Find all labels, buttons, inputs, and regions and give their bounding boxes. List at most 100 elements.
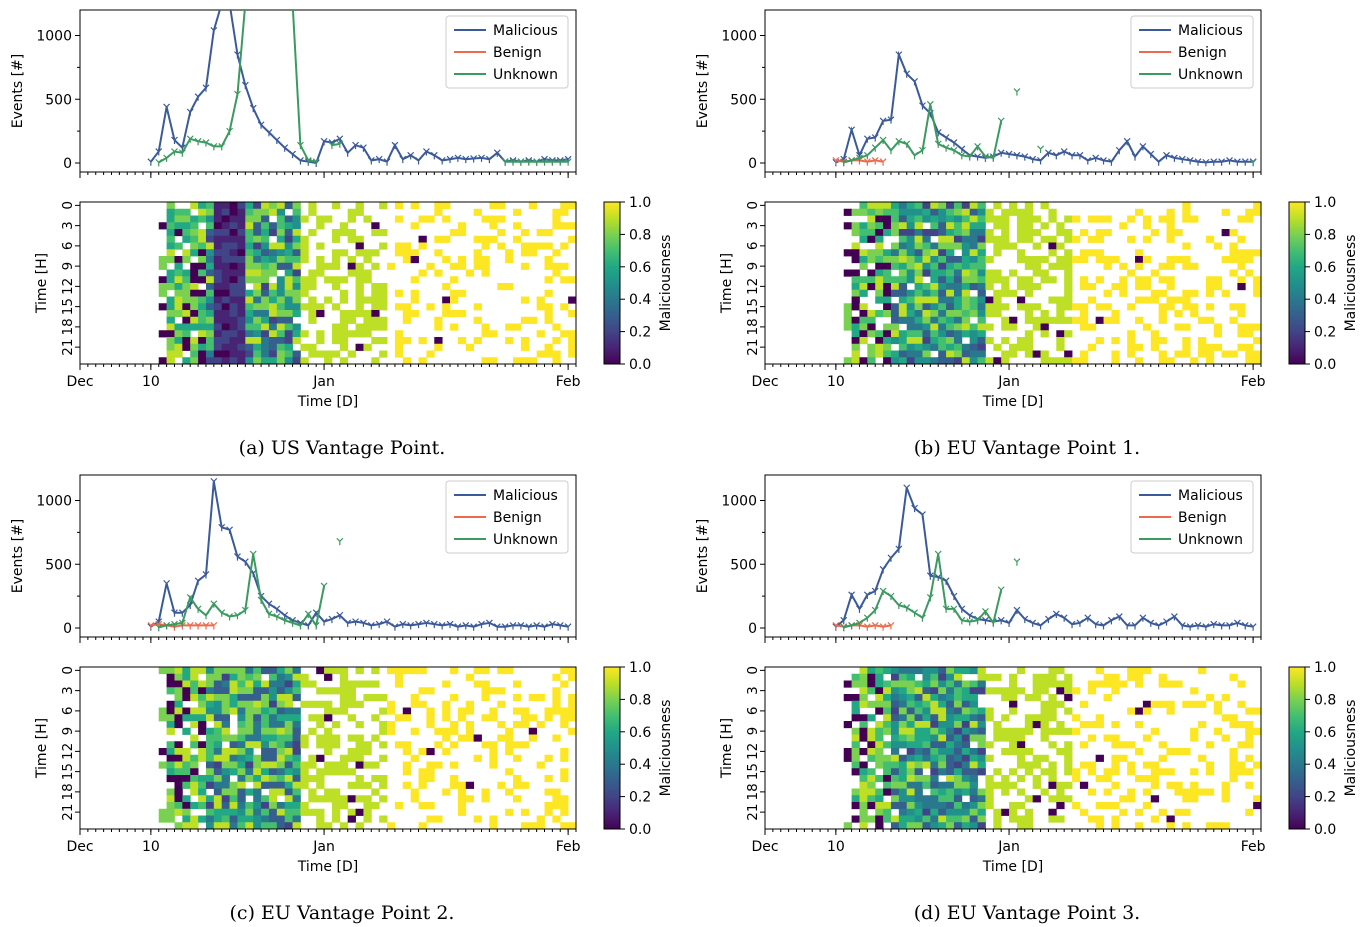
heatmap-cell xyxy=(938,337,947,345)
heatmap-cell xyxy=(1056,802,1065,810)
heatmap-cell xyxy=(190,721,199,729)
heatmap-cell xyxy=(1095,721,1104,729)
heatmap-cell xyxy=(922,242,931,250)
heatmap-cell xyxy=(450,781,459,789)
heatmap-cell xyxy=(205,781,215,789)
heatmap-cell xyxy=(1135,357,1144,365)
heatmap-cell xyxy=(213,815,223,823)
heatmap-cell xyxy=(1150,337,1160,345)
series-marker xyxy=(863,151,871,160)
heatmap-cell xyxy=(379,316,388,324)
heatmap-cell xyxy=(898,357,908,365)
heatmap-cell xyxy=(867,283,876,291)
heatmap-cell xyxy=(883,256,892,264)
heatmap-cell xyxy=(1103,262,1112,270)
heatmap-cell xyxy=(465,269,475,277)
heatmap-cell xyxy=(568,822,577,830)
heatmap-cell xyxy=(938,815,947,823)
heatmap-cell xyxy=(1158,673,1167,681)
series-marker xyxy=(210,143,218,151)
heatmap-cell xyxy=(875,687,884,695)
heatmap-cell xyxy=(906,269,915,277)
heatmap-cell xyxy=(985,788,994,796)
heatmap-cell xyxy=(1205,303,1215,311)
heatmap-cell xyxy=(1087,343,1097,351)
heatmap-cell xyxy=(1190,795,1199,803)
heatmap-cell xyxy=(568,694,577,702)
heatmap-cell xyxy=(560,754,569,762)
heatmap-cell xyxy=(355,283,364,291)
heatmap-cell xyxy=(898,276,908,284)
series-marker xyxy=(879,587,887,596)
heatmap-cell xyxy=(930,727,939,735)
heatmap-cell xyxy=(261,727,270,735)
heatmap-cell xyxy=(221,330,230,338)
heatmap-cell xyxy=(883,289,892,297)
heatmap-cell xyxy=(434,316,443,324)
series-marker xyxy=(966,618,974,626)
heatmap-cell xyxy=(355,310,364,318)
heatmap-cell xyxy=(379,350,388,358)
series-marker xyxy=(171,609,178,617)
heatmap-cell xyxy=(221,700,230,708)
series-marker xyxy=(1123,137,1131,146)
heatmap-cell xyxy=(245,303,254,311)
heatmap-cell xyxy=(930,775,939,783)
heatmap-cell xyxy=(906,727,915,735)
heatmap-cell xyxy=(851,289,860,297)
heatmap-cell xyxy=(316,256,325,264)
heatmap-cell xyxy=(292,337,301,345)
heatmap-cell xyxy=(481,269,490,277)
heatmap-cell xyxy=(930,316,939,324)
series-marker xyxy=(485,155,493,164)
heatmap-cell xyxy=(1001,283,1010,291)
heatmap-cell xyxy=(1198,343,1207,351)
heatmap-cell xyxy=(969,269,978,277)
heatmap-cell xyxy=(268,229,278,237)
heatmap-cell xyxy=(316,222,325,230)
heatmap-cell xyxy=(339,802,349,810)
heatmap-cell xyxy=(363,680,372,688)
heatmap-cell xyxy=(1040,727,1049,735)
heatmap-cell xyxy=(158,256,167,264)
colorbar-gradient xyxy=(1288,666,1306,830)
heatmap-cell xyxy=(174,283,183,291)
heatmap-cell xyxy=(961,283,971,291)
heatmap-cell xyxy=(1040,235,1049,243)
heatmap-cell xyxy=(253,310,262,318)
series-marker xyxy=(470,155,478,163)
heatmap-cell xyxy=(355,242,364,250)
heatmap-cell xyxy=(930,754,939,762)
heatmap-cell xyxy=(946,330,955,338)
heatmap-cell xyxy=(339,680,349,688)
heatmap-cell xyxy=(292,781,301,789)
heatmap-cell xyxy=(930,215,939,223)
heatmap-cell xyxy=(520,262,530,270)
heatmap-cell xyxy=(205,310,215,318)
heatmap-cell xyxy=(316,215,325,223)
heatmap-cell xyxy=(166,808,175,816)
heatmap-cell xyxy=(166,788,175,796)
heatmap-cell xyxy=(930,680,939,688)
heatmap-cell xyxy=(174,303,183,311)
series-marker xyxy=(848,157,856,165)
heatmap-cell xyxy=(434,337,443,345)
x-tick-label: 10 xyxy=(827,374,845,390)
heatmap-cell xyxy=(938,781,947,789)
heatmap-cell xyxy=(182,781,191,789)
heatmap-cell xyxy=(1135,343,1144,351)
heatmap-cell xyxy=(544,714,553,722)
heatmap-cell xyxy=(182,754,191,762)
heatmap-cell xyxy=(308,229,317,237)
series-marker xyxy=(226,127,234,136)
heatmap-cell xyxy=(371,229,380,237)
heatmap-cell xyxy=(969,748,978,756)
heatmap-cell xyxy=(993,781,1002,789)
heatmap-cell xyxy=(938,303,947,311)
heatmap-cell xyxy=(213,667,223,675)
heatmap-cell xyxy=(1198,788,1207,796)
heatmap-cell xyxy=(1182,215,1191,223)
heatmap-cell xyxy=(568,714,577,722)
heatmap-cell xyxy=(520,808,530,816)
heatmap-cell xyxy=(261,781,270,789)
